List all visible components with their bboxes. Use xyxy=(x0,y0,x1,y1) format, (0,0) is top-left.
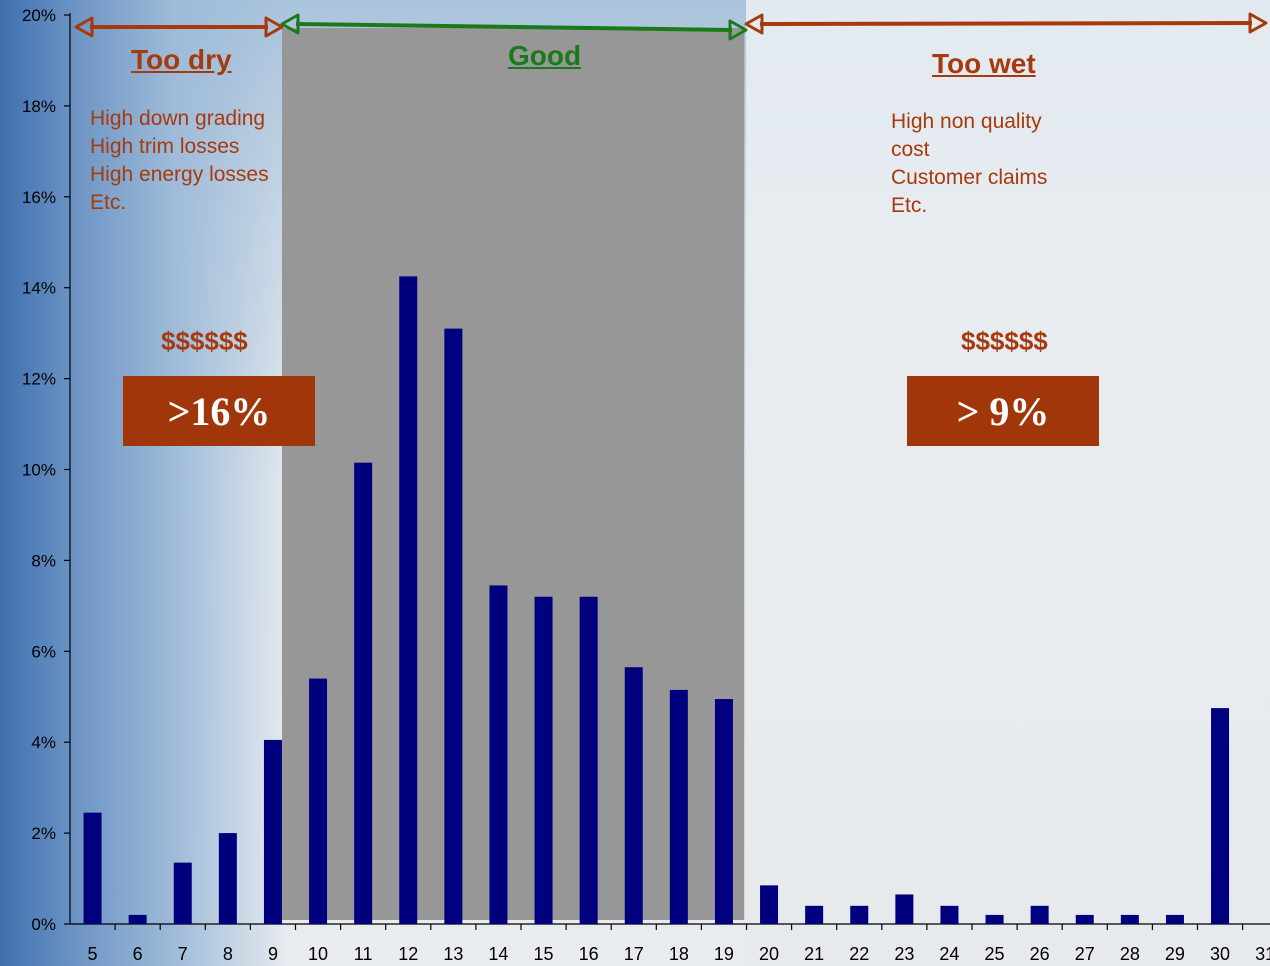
background-right-panel xyxy=(746,0,1270,966)
x-tick-label: 23 xyxy=(894,944,914,964)
y-tick-label: 14% xyxy=(22,279,56,298)
too-wet-cost: $$$$$$ xyxy=(961,326,1048,356)
x-tick-label: 17 xyxy=(624,944,644,964)
x-tick-label: 18 xyxy=(669,944,689,964)
bars xyxy=(83,276,1230,925)
too-dry-range-arrow xyxy=(74,16,284,38)
x-tick-label: 6 xyxy=(133,944,143,964)
bar-6 xyxy=(128,914,147,924)
bar-27 xyxy=(1075,914,1094,924)
too-wet-percentage-box: > 9% xyxy=(907,376,1099,446)
bar-23 xyxy=(895,894,914,924)
x-tick-label: 13 xyxy=(443,944,463,964)
bar-10 xyxy=(309,678,328,924)
bar-24 xyxy=(940,905,959,924)
x-tick-label: 16 xyxy=(579,944,599,964)
too-dry-percentage-box: >16% xyxy=(123,376,315,446)
bar-12 xyxy=(399,276,418,924)
y-tick-label: 6% xyxy=(31,642,56,661)
x-tick-label: 28 xyxy=(1120,944,1140,964)
bar-22 xyxy=(850,905,869,924)
bar-16 xyxy=(579,596,598,924)
x-tick-label: 19 xyxy=(714,944,734,964)
bar-13 xyxy=(444,328,463,925)
x-tick-label: 27 xyxy=(1075,944,1095,964)
bar-20 xyxy=(760,885,779,924)
x-tick-label: 25 xyxy=(985,944,1005,964)
y-tick-label: 18% xyxy=(22,97,56,116)
bar-21 xyxy=(805,905,824,924)
bar-14 xyxy=(489,585,508,924)
too-wet-notes: High non quality cost Customer claims Et… xyxy=(891,110,1048,217)
x-tick-label: 5 xyxy=(88,944,98,964)
good-range-arrow xyxy=(280,13,748,41)
bar-28 xyxy=(1120,914,1139,924)
bar-11 xyxy=(354,462,373,924)
too-dry-cost: $$$$$$ xyxy=(161,326,248,356)
background-left-gradient xyxy=(0,0,290,966)
bar-7 xyxy=(173,862,192,924)
x-tick-label: 26 xyxy=(1030,944,1050,964)
y-tick-label: 20% xyxy=(22,6,56,25)
bar-5 xyxy=(83,812,102,924)
bar-19 xyxy=(714,699,733,924)
x-tick-label: 22 xyxy=(849,944,869,964)
bar-29 xyxy=(1165,914,1184,924)
y-tick-label: 12% xyxy=(22,370,56,389)
y-tick-label: 0% xyxy=(31,915,56,934)
x-tick-label: 15 xyxy=(534,944,554,964)
bar-18 xyxy=(669,689,688,924)
y-tick-label: 10% xyxy=(22,461,56,480)
x-tick-label: 10 xyxy=(308,944,328,964)
too-wet-percentage: > 9% xyxy=(956,388,1050,434)
x-tick-label: 7 xyxy=(178,944,188,964)
y-tick-label: 8% xyxy=(31,551,56,570)
too-dry-percentage: >16% xyxy=(167,388,271,434)
x-tick-label: 8 xyxy=(223,944,233,964)
bar-17 xyxy=(624,667,643,924)
y-tick-label: 16% xyxy=(22,188,56,207)
x-tick-label: 14 xyxy=(488,944,508,964)
bar-8 xyxy=(218,833,237,924)
bar-30 xyxy=(1211,708,1230,924)
too-wet-range-arrow xyxy=(744,12,1268,35)
bar-25 xyxy=(985,914,1004,924)
too-dry-notes: High down grading High trim losses High … xyxy=(90,107,269,214)
zone-title-good: Good xyxy=(508,40,582,71)
range-arrows xyxy=(74,12,1268,41)
x-tick-label: 11 xyxy=(354,944,373,964)
x-tick-label: 21 xyxy=(804,944,824,964)
y-tick-label: 4% xyxy=(31,733,56,752)
x-tick-label: 9 xyxy=(268,944,278,964)
x-tick-label: 12 xyxy=(398,944,418,964)
y-tick-label: 2% xyxy=(31,824,56,843)
x-tick-label: 31 xyxy=(1255,944,1270,964)
x-tick-label: 24 xyxy=(939,944,959,964)
bar-26 xyxy=(1030,905,1049,924)
zone-title-too-wet: Too wet xyxy=(932,48,1036,79)
x-tick-label: 20 xyxy=(759,944,779,964)
bar-15 xyxy=(534,596,553,924)
bar-9 xyxy=(263,739,282,924)
x-tick-label: 29 xyxy=(1165,944,1185,964)
x-tick-label: 30 xyxy=(1210,944,1230,964)
zone-title-too-dry: Too dry xyxy=(131,44,232,75)
